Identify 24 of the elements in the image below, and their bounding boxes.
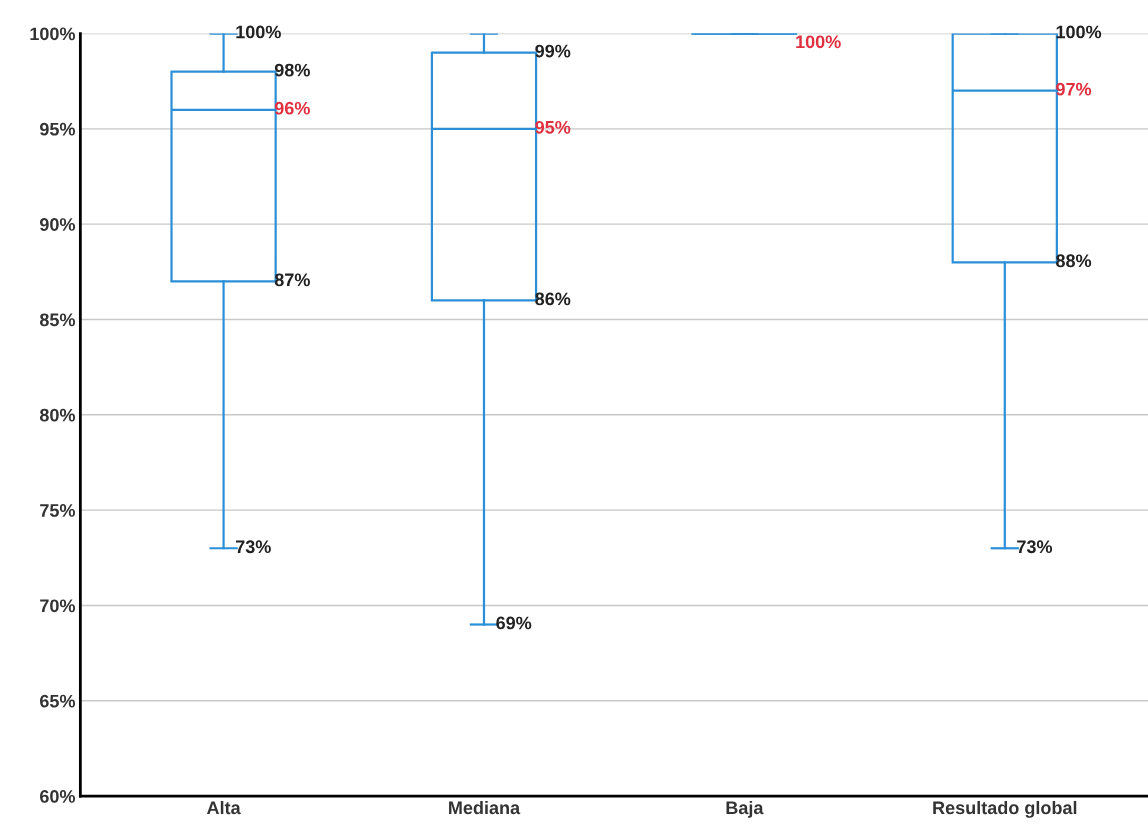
y-tick-label: 100% [30, 27, 76, 41]
x-tick-label: Mediana [449, 800, 521, 815]
annotation: 99% [535, 44, 571, 58]
annotation: 98% [274, 63, 310, 77]
x-tick-label: Baja [726, 800, 764, 818]
y-tick-label: 95% [39, 122, 76, 136]
x-tick-label: Resultado global [933, 800, 1077, 818]
y-tick-label: 85% [39, 313, 76, 327]
annotation: 100% [1056, 25, 1102, 39]
annotation: 100% [236, 25, 281, 39]
annotation: 100% [796, 35, 841, 49]
annotation: 73% [1017, 540, 1053, 554]
x-tick-label: Alta [206, 800, 241, 815]
y-tick-label: 60% [40, 790, 76, 803]
annotation: 87% [274, 273, 310, 287]
y-tick-label: 80% [39, 408, 76, 422]
annotation: 86% [535, 292, 571, 306]
y-tick-label: 75% [40, 504, 76, 517]
y-tick-label: 65% [40, 694, 76, 708]
annotation: 69% [496, 616, 532, 630]
annotation: 73% [235, 540, 271, 554]
y-tick-label: 70% [40, 599, 76, 613]
annotation: 88% [1056, 254, 1092, 268]
y-tick-label: 90% [39, 218, 76, 231]
